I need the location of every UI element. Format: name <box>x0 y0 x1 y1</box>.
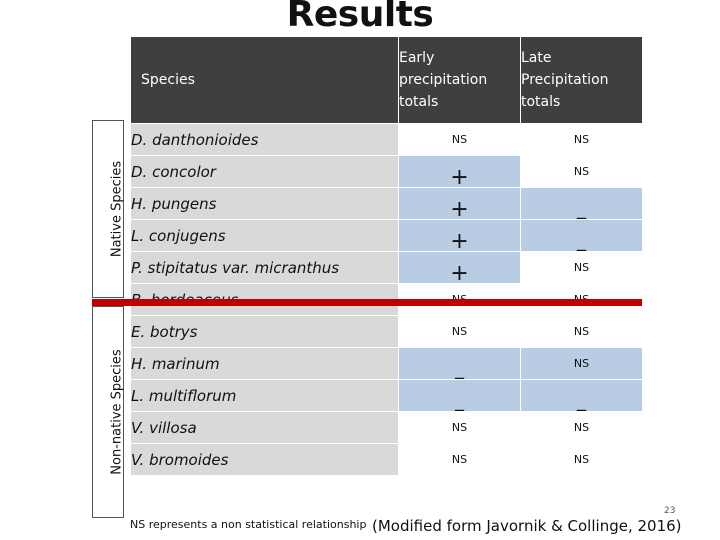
slide-title: Results <box>286 0 434 35</box>
table-row: V. villosa NS NS <box>130 411 643 444</box>
species-name: P. stipitatus var. micranthus <box>130 251 399 284</box>
early-precipitation-cell: + <box>398 187 521 222</box>
species-name: D. danthonioides <box>130 123 399 156</box>
early-precipitation-value: NS <box>451 421 468 434</box>
early-precipitation-value: + <box>450 196 469 222</box>
late-precipitation-cell: NS <box>520 315 643 348</box>
early-precipitation-cell: NS <box>398 411 521 444</box>
early-precipitation-cell: NS <box>398 315 521 348</box>
early-precipitation-value: NS <box>451 133 468 146</box>
late-precipitation-value: _ <box>577 230 586 252</box>
late-precipitation-value: _ <box>577 198 586 220</box>
non-native-species-label: Non-native Species <box>109 349 125 475</box>
species-name: H. pungens <box>130 187 399 220</box>
early-precipitation-cell: + <box>398 155 521 190</box>
table-row: P. stipitatus var. micranthus + NS <box>130 251 643 286</box>
late-precipitation-cell: _ <box>520 219 643 252</box>
table-row: H. marinum _ NS <box>130 347 643 380</box>
table-row: L. conjugens + _ <box>130 219 643 254</box>
native-species-label: Native Species <box>109 160 125 258</box>
early-precipitation-value: + <box>450 228 469 254</box>
late-precipitation-cell: NS <box>520 123 643 156</box>
early-precipitation-cell: _ <box>398 379 521 412</box>
species-name: E. botrys <box>130 315 399 348</box>
late-precipitation-header: Late Precipitation totals <box>520 36 643 124</box>
late-precipitation-value: NS <box>573 165 590 178</box>
page-number: 23 <box>664 506 676 516</box>
table-row: H. pungens + _ <box>130 187 643 222</box>
late-precipitation-cell: NS <box>520 411 643 444</box>
early-precipitation-value: + <box>450 164 469 190</box>
species-name: V. villosa <box>130 411 399 444</box>
early-precipitation-value: _ <box>455 358 464 380</box>
late-precipitation-cell: NS <box>520 251 643 284</box>
early-precipitation-cell: _ <box>398 347 521 380</box>
early-precipitation-cell: + <box>398 251 521 286</box>
early-precipitation-value: NS <box>451 325 468 338</box>
early-precipitation-value: _ <box>455 390 464 412</box>
table-row: D. concolor + NS <box>130 155 643 190</box>
table-row: E. botrys NS NS <box>130 315 643 348</box>
late-precipitation-value: NS <box>573 453 590 466</box>
results-table: Species Early precipitation totals Late … <box>130 36 643 476</box>
late-precipitation-value: NS <box>573 421 590 434</box>
footnote: NS represents a non statistical relation… <box>130 518 367 531</box>
early-precipitation-value: + <box>450 260 469 286</box>
native-species-bracket: Native Species <box>92 120 125 298</box>
late-precipitation-value: _ <box>577 390 586 412</box>
early-precipitation-value: NS <box>451 453 468 466</box>
late-precipitation-value: NS <box>573 325 590 338</box>
non-native-species-bracket: Non-native Species <box>92 306 125 518</box>
late-precipitation-cell: _ <box>520 187 643 220</box>
native-nonnative-separator <box>92 299 642 306</box>
late-precipitation-value: NS <box>573 261 590 274</box>
table-row: L. multiflorum _ _ <box>130 379 643 412</box>
table-row: V. bromoides NS NS <box>130 443 643 476</box>
late-precipitation-cell: NS <box>520 443 643 476</box>
late-precipitation-cell: _ <box>520 379 643 412</box>
species-column-header: Species <box>130 36 399 124</box>
table-header-row: Species Early precipitation totals Late … <box>130 36 643 124</box>
late-precipitation-value: NS <box>573 357 590 370</box>
species-name: L. multiflorum <box>130 379 399 412</box>
early-precipitation-cell: + <box>398 219 521 254</box>
citation: (Modified form Javornik & Collinge, 2016… <box>372 517 682 535</box>
table-row: D. danthonioides NS NS <box>130 123 643 156</box>
late-precipitation-value: NS <box>573 133 590 146</box>
late-precipitation-cell: NS <box>520 347 643 380</box>
species-name: L. conjugens <box>130 219 399 252</box>
early-precipitation-header: Early precipitation totals <box>398 36 521 124</box>
species-name: H. marinum <box>130 347 399 380</box>
species-name: V. bromoides <box>130 443 399 476</box>
early-precipitation-cell: NS <box>398 123 521 156</box>
early-precipitation-cell: NS <box>398 443 521 476</box>
species-name: D. concolor <box>130 155 399 188</box>
late-precipitation-cell: NS <box>520 155 643 188</box>
